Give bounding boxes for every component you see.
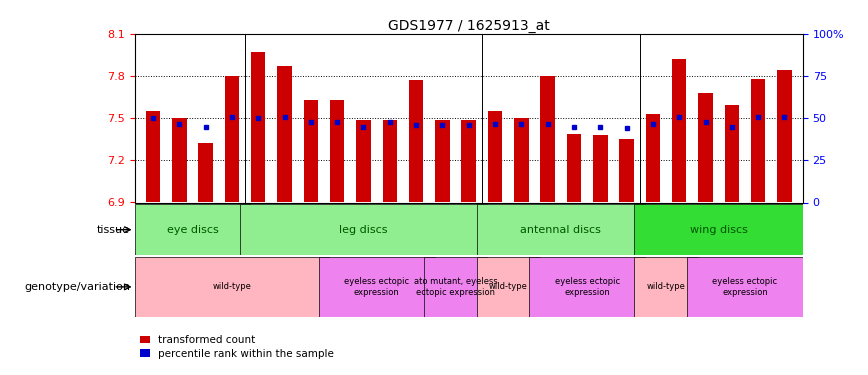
Bar	[477, 204, 645, 255]
Text: wild-type: wild-type	[647, 282, 686, 291]
Bar	[672, 59, 687, 202]
Bar	[567, 134, 582, 202]
Bar	[777, 70, 792, 202]
Text: genotype/variation: genotype/variation	[24, 282, 130, 292]
Bar	[135, 204, 250, 255]
Text: eyeless ectopic
expression: eyeless ectopic expression	[713, 277, 778, 297]
Text: wing discs: wing discs	[690, 225, 747, 235]
Bar	[240, 204, 487, 255]
Title: GDS1977 / 1625913_at: GDS1977 / 1625913_at	[388, 19, 549, 33]
Bar	[635, 204, 803, 255]
Bar	[277, 66, 292, 203]
Legend: transformed count, percentile rank within the sample: transformed count, percentile rank withi…	[140, 335, 334, 358]
Bar	[698, 93, 713, 202]
Bar	[319, 257, 435, 317]
Text: wild-type: wild-type	[213, 282, 252, 291]
Bar	[135, 257, 329, 317]
Bar	[225, 76, 240, 202]
Bar	[435, 120, 450, 202]
Bar	[620, 139, 634, 202]
Bar	[146, 111, 161, 202]
Bar	[477, 257, 540, 317]
Bar	[529, 257, 645, 317]
Bar	[199, 144, 213, 202]
Bar	[462, 120, 476, 202]
Bar	[172, 118, 187, 202]
Bar	[514, 118, 529, 202]
Bar	[725, 105, 739, 202]
Bar	[251, 52, 266, 202]
Bar	[330, 100, 345, 202]
Bar	[751, 79, 766, 203]
Bar	[646, 114, 661, 202]
Text: eyeless ectopic
expression: eyeless ectopic expression	[344, 277, 409, 297]
Bar	[541, 76, 555, 202]
Bar	[687, 257, 803, 317]
Bar	[356, 120, 371, 202]
Bar	[593, 135, 608, 202]
Text: antennal discs: antennal discs	[521, 225, 602, 235]
Text: ato mutant, eyeless
ectopic expression: ato mutant, eyeless ectopic expression	[414, 277, 497, 297]
Bar	[409, 80, 424, 203]
Bar	[635, 257, 698, 317]
Text: eye discs: eye discs	[167, 225, 219, 235]
Bar	[383, 120, 397, 202]
Text: tissue: tissue	[97, 225, 130, 235]
Bar	[488, 111, 503, 202]
Bar	[424, 257, 487, 317]
Text: eyeless ectopic
expression: eyeless ectopic expression	[555, 277, 620, 297]
Text: wild-type: wild-type	[489, 282, 528, 291]
Bar	[304, 100, 318, 202]
Text: leg discs: leg discs	[339, 225, 388, 235]
